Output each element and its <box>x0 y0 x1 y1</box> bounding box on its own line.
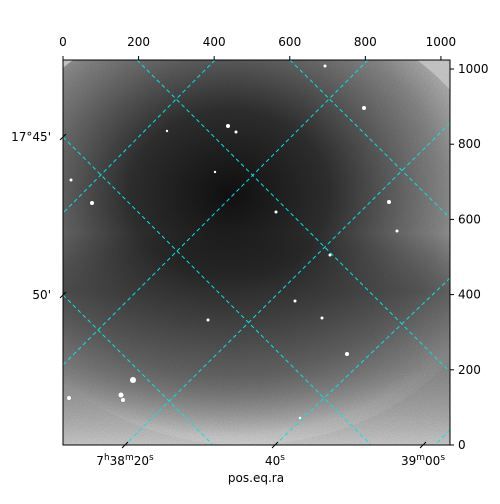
top-tick-label: 800 <box>354 35 377 49</box>
top-tick-label: 1000 <box>426 35 457 49</box>
ra-tick-label: 7h38m20s <box>96 453 154 468</box>
x-axis-label: pos.eq.ra <box>228 471 284 485</box>
right-tick-label: 1000 <box>458 62 489 76</box>
dec-tick-label: 17°45' <box>11 130 51 144</box>
ra-tick <box>271 441 279 449</box>
top-tick-label: 0 <box>59 35 67 49</box>
ra-tick <box>121 441 129 449</box>
ra-tick-label: 39m00s <box>401 453 445 468</box>
axes-frame <box>62 59 451 446</box>
dec-tick-label: 50' <box>32 288 51 302</box>
right-tick-label: 200 <box>458 363 481 377</box>
right-tick-label: 600 <box>458 212 481 226</box>
sky-image <box>63 60 450 445</box>
right-tick-label: 400 <box>458 288 481 302</box>
top-tick-label: 600 <box>278 35 301 49</box>
top-tick-label: 200 <box>127 35 150 49</box>
right-tick-label: 800 <box>458 137 481 151</box>
ra-tick <box>419 441 427 449</box>
dec-tick <box>59 291 67 299</box>
right-tick-label: 0 <box>458 438 466 452</box>
coordinate-grid <box>63 60 450 445</box>
dec-tick <box>59 133 67 141</box>
ra-tick-label: 40s <box>265 453 285 468</box>
top-tick-label: 400 <box>203 35 226 49</box>
